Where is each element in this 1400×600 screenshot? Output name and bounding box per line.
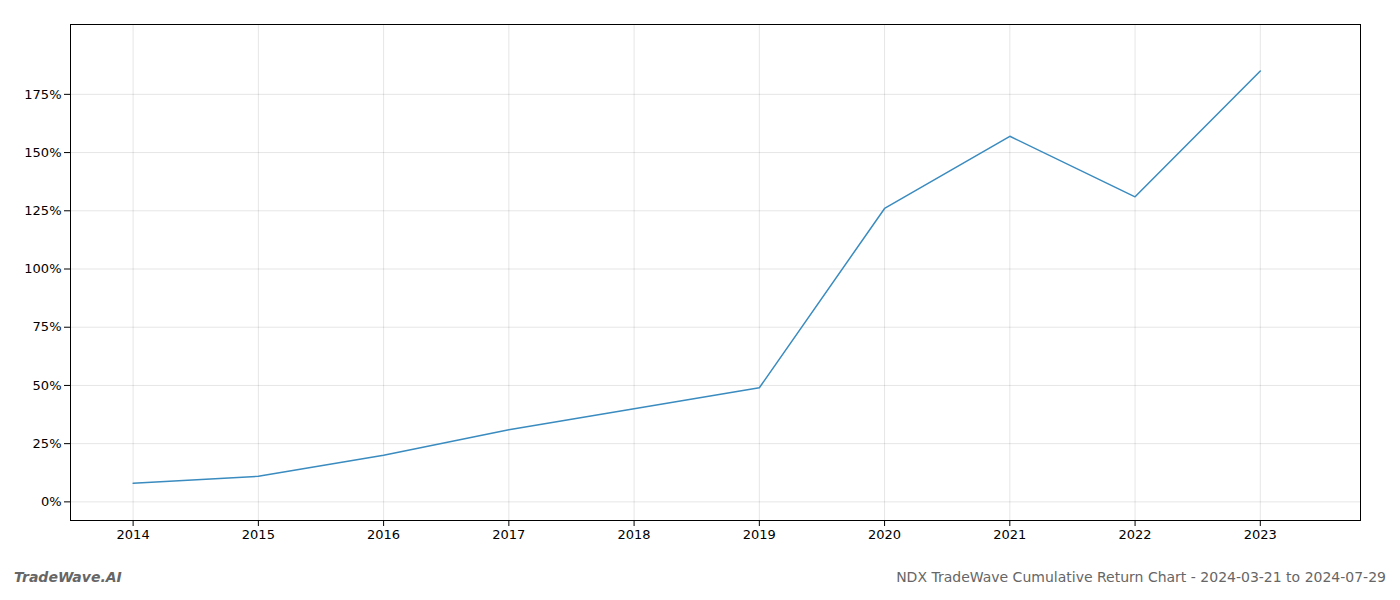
svg-text:2014: 2014 <box>117 527 150 542</box>
html-text:NDX TradeWave Cumulative Retur: NDX TradeWave Cumulative Return Chart - … <box>896 569 1386 585</box>
svg-text:50%: 50% <box>33 378 62 393</box>
svg-text:2021: 2021 <box>993 527 1026 542</box>
svg-text:2022: 2022 <box>1119 527 1152 542</box>
svg-text:150%: 150% <box>24 145 61 160</box>
svg-text:100%: 100% <box>24 261 61 276</box>
svg-text:0%: 0% <box>41 494 62 509</box>
svg-text:2015: 2015 <box>242 527 275 542</box>
svg-text:125%: 125% <box>24 203 61 218</box>
svg-text:2019: 2019 <box>743 527 776 542</box>
svg-text:2016: 2016 <box>367 527 400 542</box>
svg-text:2017: 2017 <box>492 527 525 542</box>
html-text:TradeWave.AI: TradeWave.AI <box>14 569 122 585</box>
svg-text:2018: 2018 <box>618 527 651 542</box>
svg-text:25%: 25% <box>33 436 62 451</box>
svg-text:2020: 2020 <box>868 527 901 542</box>
svg-text:175%: 175% <box>24 87 61 102</box>
svg-text:2023: 2023 <box>1244 527 1277 542</box>
svg-text:75%: 75% <box>33 319 62 334</box>
